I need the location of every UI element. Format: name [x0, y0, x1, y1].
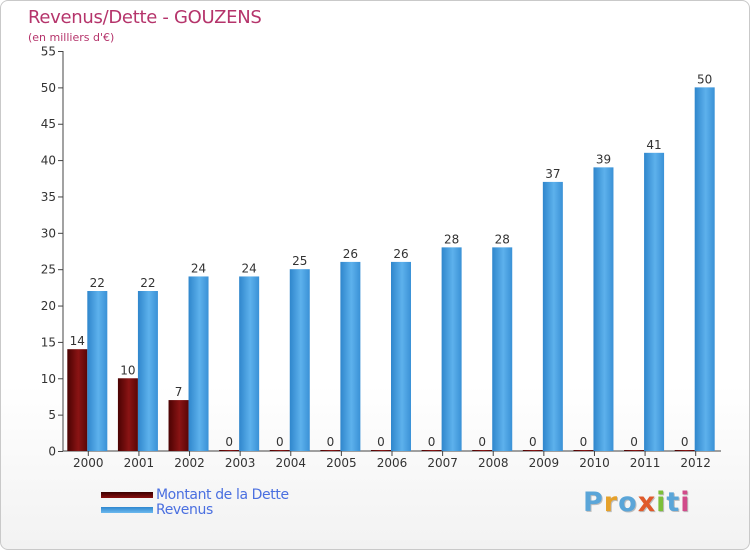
x-tick-label: 2010: [579, 456, 610, 470]
data-label-debt: 0: [225, 435, 233, 449]
y-tick-label: 0: [48, 445, 56, 459]
x-tick-label: 2008: [478, 456, 509, 470]
bar-debt: [117, 378, 138, 451]
x-tick-label: 2003: [225, 456, 256, 470]
chart-subtitle: (en milliers d'€): [28, 31, 115, 44]
bar-debt: [522, 450, 543, 451]
bar-revenue: [188, 276, 209, 451]
y-tick-label: 45: [41, 117, 56, 131]
data-label-debt: 0: [276, 435, 284, 449]
data-label-revenue: 26: [393, 247, 408, 261]
bar-debt: [219, 450, 240, 451]
y-tick-label: 25: [41, 263, 56, 277]
bar-debt: [674, 450, 695, 451]
x-tick-label: 2000: [73, 456, 104, 470]
y-tick-label: 20: [41, 299, 56, 313]
y-tick-label: 35: [41, 190, 56, 204]
y-tick-label: 30: [41, 226, 56, 240]
data-label-revenue: 25: [292, 254, 307, 268]
bar-revenue: [239, 276, 260, 451]
logo-letter: o: [618, 487, 638, 518]
chart-title: Revenus/Dette - GOUZENS: [28, 7, 262, 28]
x-tick-label: 2004: [275, 456, 306, 470]
data-label-revenue: 22: [90, 276, 105, 290]
bar-debt: [269, 450, 290, 451]
x-tick-label: 2006: [377, 456, 408, 470]
data-label-debt: 0: [327, 435, 335, 449]
x-tick-label: 2002: [174, 456, 205, 470]
data-label-revenue: 24: [191, 261, 206, 275]
bar-debt: [624, 450, 645, 451]
data-label-debt: 14: [70, 334, 85, 348]
bar-debt: [573, 450, 594, 451]
bar-revenue: [340, 261, 361, 451]
y-tick-label: 55: [41, 45, 56, 59]
bar-revenue: [137, 291, 158, 451]
data-label-debt: 0: [681, 435, 689, 449]
bar-revenue: [694, 87, 715, 451]
data-label-revenue: 28: [495, 232, 510, 246]
data-label-revenue: 24: [242, 261, 257, 275]
bar-revenue: [391, 261, 411, 451]
y-tick-label: 40: [41, 154, 56, 168]
bar-revenue: [542, 181, 563, 451]
legend: Montant de la Dette Revenus: [101, 486, 289, 518]
legend-label-debt: Montant de la Dette: [156, 486, 289, 503]
data-label-debt: 0: [428, 435, 436, 449]
data-label-revenue: 37: [545, 167, 560, 181]
bar-debt: [320, 450, 341, 451]
bar-debt: [371, 450, 391, 451]
legend-swatch-revenue: [101, 506, 153, 513]
data-label-revenue: 41: [646, 138, 661, 152]
data-label-revenue: 50: [697, 72, 712, 86]
bar-debt: [472, 450, 493, 451]
x-tick-label: 2009: [529, 456, 560, 470]
x-tick-label: 2007: [427, 456, 458, 470]
bar-revenue: [593, 167, 614, 451]
data-label-revenue: 26: [343, 247, 358, 261]
x-tick-label: 2001: [124, 456, 155, 470]
y-tick-label: 15: [41, 335, 56, 349]
x-tick-label: 2005: [326, 456, 357, 470]
logo-letter: P: [583, 487, 604, 518]
logo-letter: r: [603, 487, 619, 518]
logo-letter: x: [637, 487, 657, 518]
data-label-revenue: 28: [444, 232, 459, 246]
legend-label-revenue: Revenus: [156, 501, 213, 518]
legend-swatch-debt: [101, 491, 153, 498]
legend-item-revenue: Revenus: [101, 501, 289, 518]
data-label-revenue: 22: [140, 276, 155, 290]
logo-letter: i: [656, 487, 667, 518]
data-label-debt: 0: [478, 435, 486, 449]
bar-debt: [421, 450, 442, 451]
bar-revenue: [644, 152, 665, 451]
data-label-debt: 0: [529, 435, 537, 449]
y-tick-label: 10: [41, 372, 56, 386]
logo-letter: i: [680, 487, 691, 518]
bar-debt: [168, 400, 189, 451]
data-label-debt: 0: [580, 435, 588, 449]
data-label-debt: 0: [377, 435, 385, 449]
x-tick-label: 2012: [680, 456, 711, 470]
y-tick-label: 50: [41, 81, 56, 95]
bar-debt: [67, 349, 88, 451]
bar-revenue: [441, 247, 462, 451]
logo-letter: t: [666, 487, 681, 518]
bar-revenue: [492, 247, 513, 451]
data-label-debt: 7: [175, 385, 183, 399]
bar-revenue: [289, 269, 310, 451]
data-label-revenue: 39: [596, 152, 611, 166]
proxiti-logo: Proxiti: [583, 487, 691, 518]
data-label-debt: 0: [630, 435, 638, 449]
legend-item-debt: Montant de la Dette: [101, 486, 289, 503]
y-tick-label: 5: [48, 408, 56, 422]
data-label-debt: 10: [120, 363, 135, 377]
bar-revenue: [87, 291, 108, 451]
x-tick-label: 2011: [630, 456, 661, 470]
